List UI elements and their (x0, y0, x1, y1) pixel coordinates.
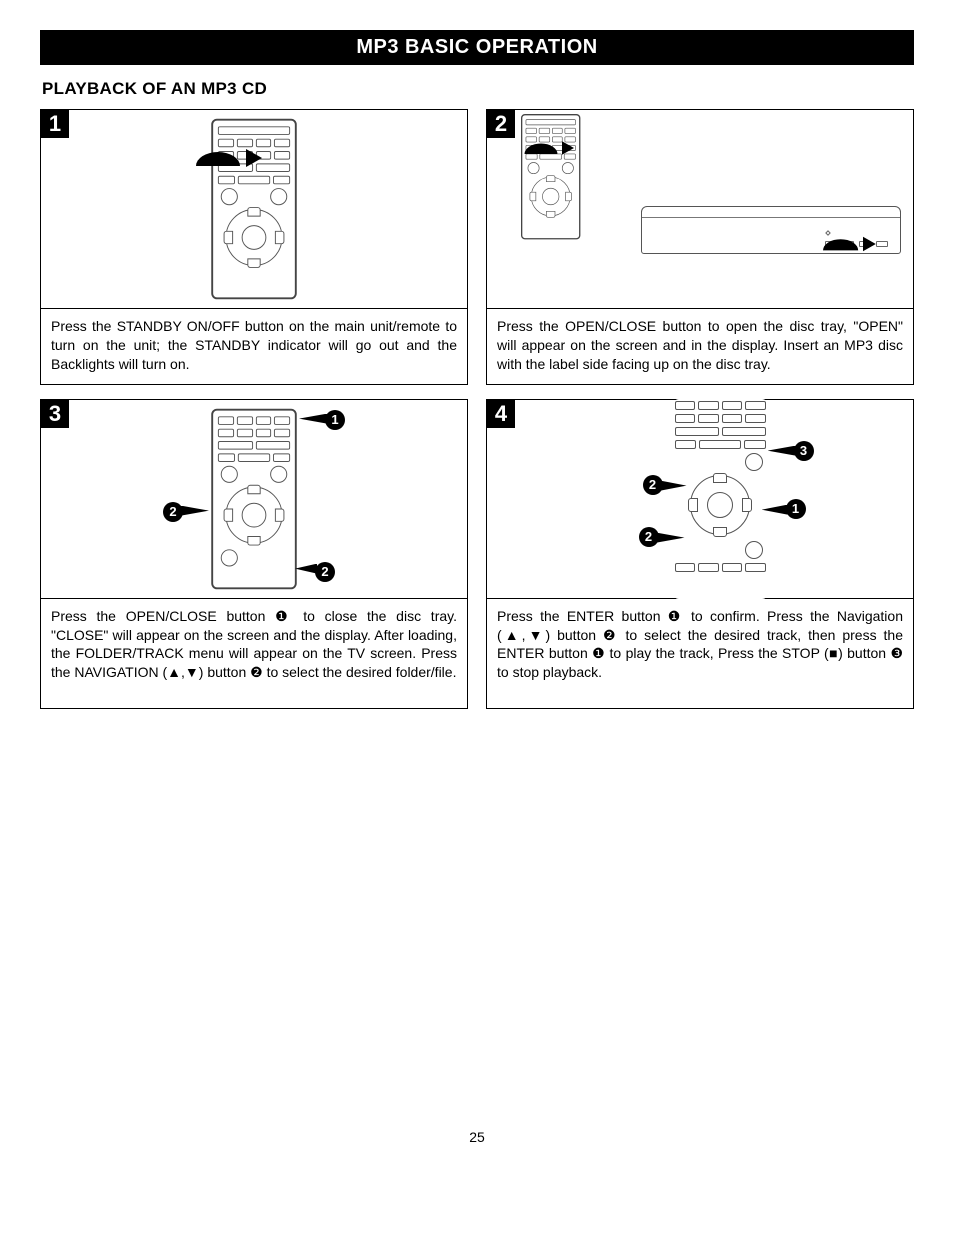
step-4-description: Press the ENTER button ❶ to confirm. Pre… (486, 599, 914, 709)
page-header: MP3 BASIC OPERATION (40, 30, 914, 65)
step-2-description: Press the OPEN/CLOSE button to open the … (486, 309, 914, 385)
step-1: 1 Press the STANDBY ON/OFF button on the… (40, 109, 468, 385)
callout-2b: 2 (639, 527, 659, 547)
step-2-illustration: 2 (486, 109, 914, 309)
step-2: 2 (486, 109, 914, 385)
step-4-illustration: 4 3 2 1 (486, 399, 914, 599)
callout-tail-icon (295, 564, 317, 574)
callout-tail-icon (768, 446, 796, 456)
step-number-badge: 3 (41, 400, 69, 428)
callout-2: 2 (163, 502, 183, 522)
callout-2: 2 (643, 475, 663, 495)
pointer-arrow-icon (823, 236, 871, 252)
callout-1: 1 (786, 499, 806, 519)
pointer-arrow-icon (525, 141, 570, 156)
callout-tail-icon (299, 414, 327, 424)
callout-tail-icon (181, 506, 209, 516)
section-title: PLAYBACK OF AN MP3 CD (42, 79, 914, 99)
remote-control-drawing (673, 399, 768, 599)
step-4: 4 3 2 1 (486, 399, 914, 709)
page-number: 25 (40, 1129, 914, 1145)
step-3-description: Press the OPEN/CLOSE button ❶ to close t… (40, 599, 468, 709)
remote-control-drawing (211, 408, 297, 589)
remote-control-drawing (211, 119, 297, 300)
remote-control-drawing (521, 114, 580, 239)
step-1-description: Press the STANDBY ON/OFF button on the m… (40, 309, 468, 385)
step-3-illustration: 3 1 2 2 (40, 399, 468, 599)
pointer-arrow-icon (196, 148, 256, 168)
callout-2b: 2 (315, 562, 335, 582)
steps-grid: 1 Press the STANDBY ON/OFF button on the… (40, 109, 914, 709)
step-number-badge: 4 (487, 400, 515, 428)
callout-1: 1 (325, 410, 345, 430)
step-1-illustration: 1 (40, 109, 468, 309)
step-3: 3 1 2 2 (40, 399, 468, 709)
manual-page: MP3 BASIC OPERATION PLAYBACK OF AN MP3 C… (0, 0, 954, 1235)
callout-3: 3 (794, 441, 814, 461)
step-number-badge: 1 (41, 110, 69, 138)
